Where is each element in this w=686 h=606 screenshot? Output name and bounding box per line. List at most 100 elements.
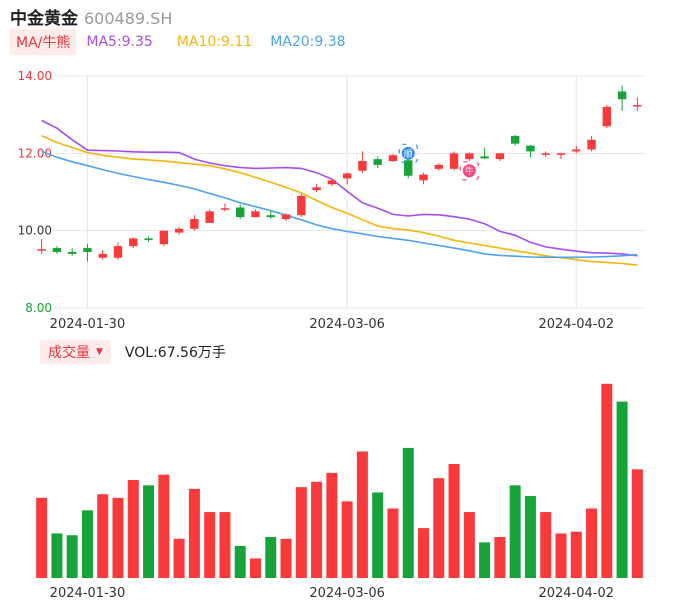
volume-bar <box>158 474 170 578</box>
candle-body <box>556 153 566 155</box>
volume-bar <box>249 558 261 578</box>
candlestick <box>465 152 474 162</box>
candle-body <box>419 174 428 181</box>
candlestick <box>98 250 107 260</box>
candlestick <box>602 105 612 129</box>
candle-body <box>480 156 489 159</box>
candlestick <box>358 151 367 173</box>
volume-bar <box>97 494 109 578</box>
volume-bar <box>173 538 185 578</box>
candlestick <box>281 213 291 221</box>
candle-body <box>465 153 474 160</box>
volume-x-tick-label: 2024-01-30 <box>50 586 126 601</box>
ma-type-selector[interactable]: MA/牛熊 <box>10 29 77 55</box>
candlestick <box>144 236 153 243</box>
candle-body <box>633 105 642 107</box>
candlestick <box>83 244 92 262</box>
price-x-tick-label: 2024-01-30 <box>50 317 126 332</box>
volume-bar <box>494 537 506 578</box>
price-tick-label: 10.00 <box>18 224 52 238</box>
volume-legend: 成交量 ▼ VOL:67.56万手 <box>40 340 226 364</box>
candlestick <box>312 184 321 192</box>
candle-body <box>113 246 123 258</box>
candle-body <box>388 155 398 162</box>
candlestick <box>174 226 184 235</box>
candlestick <box>297 193 306 218</box>
ma5-legend: MA5:9.35 <box>86 34 153 50</box>
candlestick <box>373 156 382 169</box>
volume-bar <box>280 538 292 578</box>
stock-code: 600489.SH <box>84 9 173 28</box>
candlestick <box>52 246 62 254</box>
volume-bar <box>555 533 567 578</box>
ma10-legend: MA10:9.11 <box>176 34 253 50</box>
volume-bar <box>448 463 460 578</box>
volume-bar <box>219 512 231 578</box>
volume-bar <box>204 512 216 578</box>
price-x-tick-label: 2024-04-02 <box>538 317 614 332</box>
candle-body <box>572 149 581 152</box>
volume-bar <box>234 545 246 578</box>
candle-body <box>174 228 184 233</box>
volume-bar <box>36 497 48 578</box>
candle-body <box>129 238 138 247</box>
candle-body <box>67 251 77 254</box>
volume-bar <box>540 512 552 578</box>
volume-bar <box>81 510 93 578</box>
volume-tab-label: 成交量 <box>48 345 90 361</box>
volume-bar <box>524 496 536 578</box>
volume-bar <box>631 469 643 578</box>
candle-body <box>205 211 214 223</box>
volume-bar <box>188 488 200 578</box>
volume-bar <box>616 401 628 578</box>
candlestick <box>266 210 275 220</box>
volume-bar <box>387 508 399 578</box>
candlestick <box>404 157 413 179</box>
signal-marker: 牛 <box>459 161 479 181</box>
stock-header: 中金黄金 600489.SH <box>10 4 173 29</box>
volume-bar <box>311 481 323 578</box>
candle-body <box>495 153 505 160</box>
ma5-line <box>41 119 638 257</box>
volume-indicator-selector[interactable]: 成交量 ▼ <box>40 340 111 364</box>
volume-value: VOL:67.56万手 <box>124 345 226 361</box>
candlestick <box>205 209 214 223</box>
candlestick <box>129 237 138 249</box>
candle-body <box>266 215 275 218</box>
volume-bar <box>295 487 307 578</box>
volume-bar <box>402 447 414 578</box>
candle-body <box>236 207 245 218</box>
candle-body <box>602 106 612 127</box>
candlestick <box>113 242 123 260</box>
candle-body <box>327 180 337 185</box>
candle-body <box>587 139 596 150</box>
candle-body <box>373 159 382 165</box>
volume-bar <box>341 501 353 578</box>
candlestick <box>633 97 642 111</box>
volume-bar <box>570 531 582 578</box>
candle-body <box>358 161 367 171</box>
candlestick <box>480 147 489 160</box>
candlestick <box>495 153 505 162</box>
volume-bar <box>601 383 613 578</box>
volume-bar <box>356 451 368 578</box>
candle-body <box>541 153 550 155</box>
volume-x-tick-label: 2024-04-02 <box>538 586 614 601</box>
volume-bar <box>418 528 430 578</box>
candle-body <box>159 230 169 245</box>
candle-body <box>342 173 352 179</box>
marker-label: 顺 <box>404 149 413 160</box>
candlestick <box>327 178 337 187</box>
candlestick <box>388 154 398 162</box>
volume-bar <box>66 535 78 578</box>
candlestick <box>510 134 520 146</box>
candlestick <box>572 145 581 154</box>
price-tick-label: 12.00 <box>18 146 52 160</box>
candle-body <box>404 160 413 176</box>
candle-body <box>98 253 107 258</box>
candle-body <box>52 248 62 252</box>
candlestick <box>419 172 428 185</box>
candlestick <box>541 151 550 158</box>
ma-legend: MA/牛熊 MA5:9.35 MA10:9.11 MA20:9.38 <box>10 29 346 55</box>
